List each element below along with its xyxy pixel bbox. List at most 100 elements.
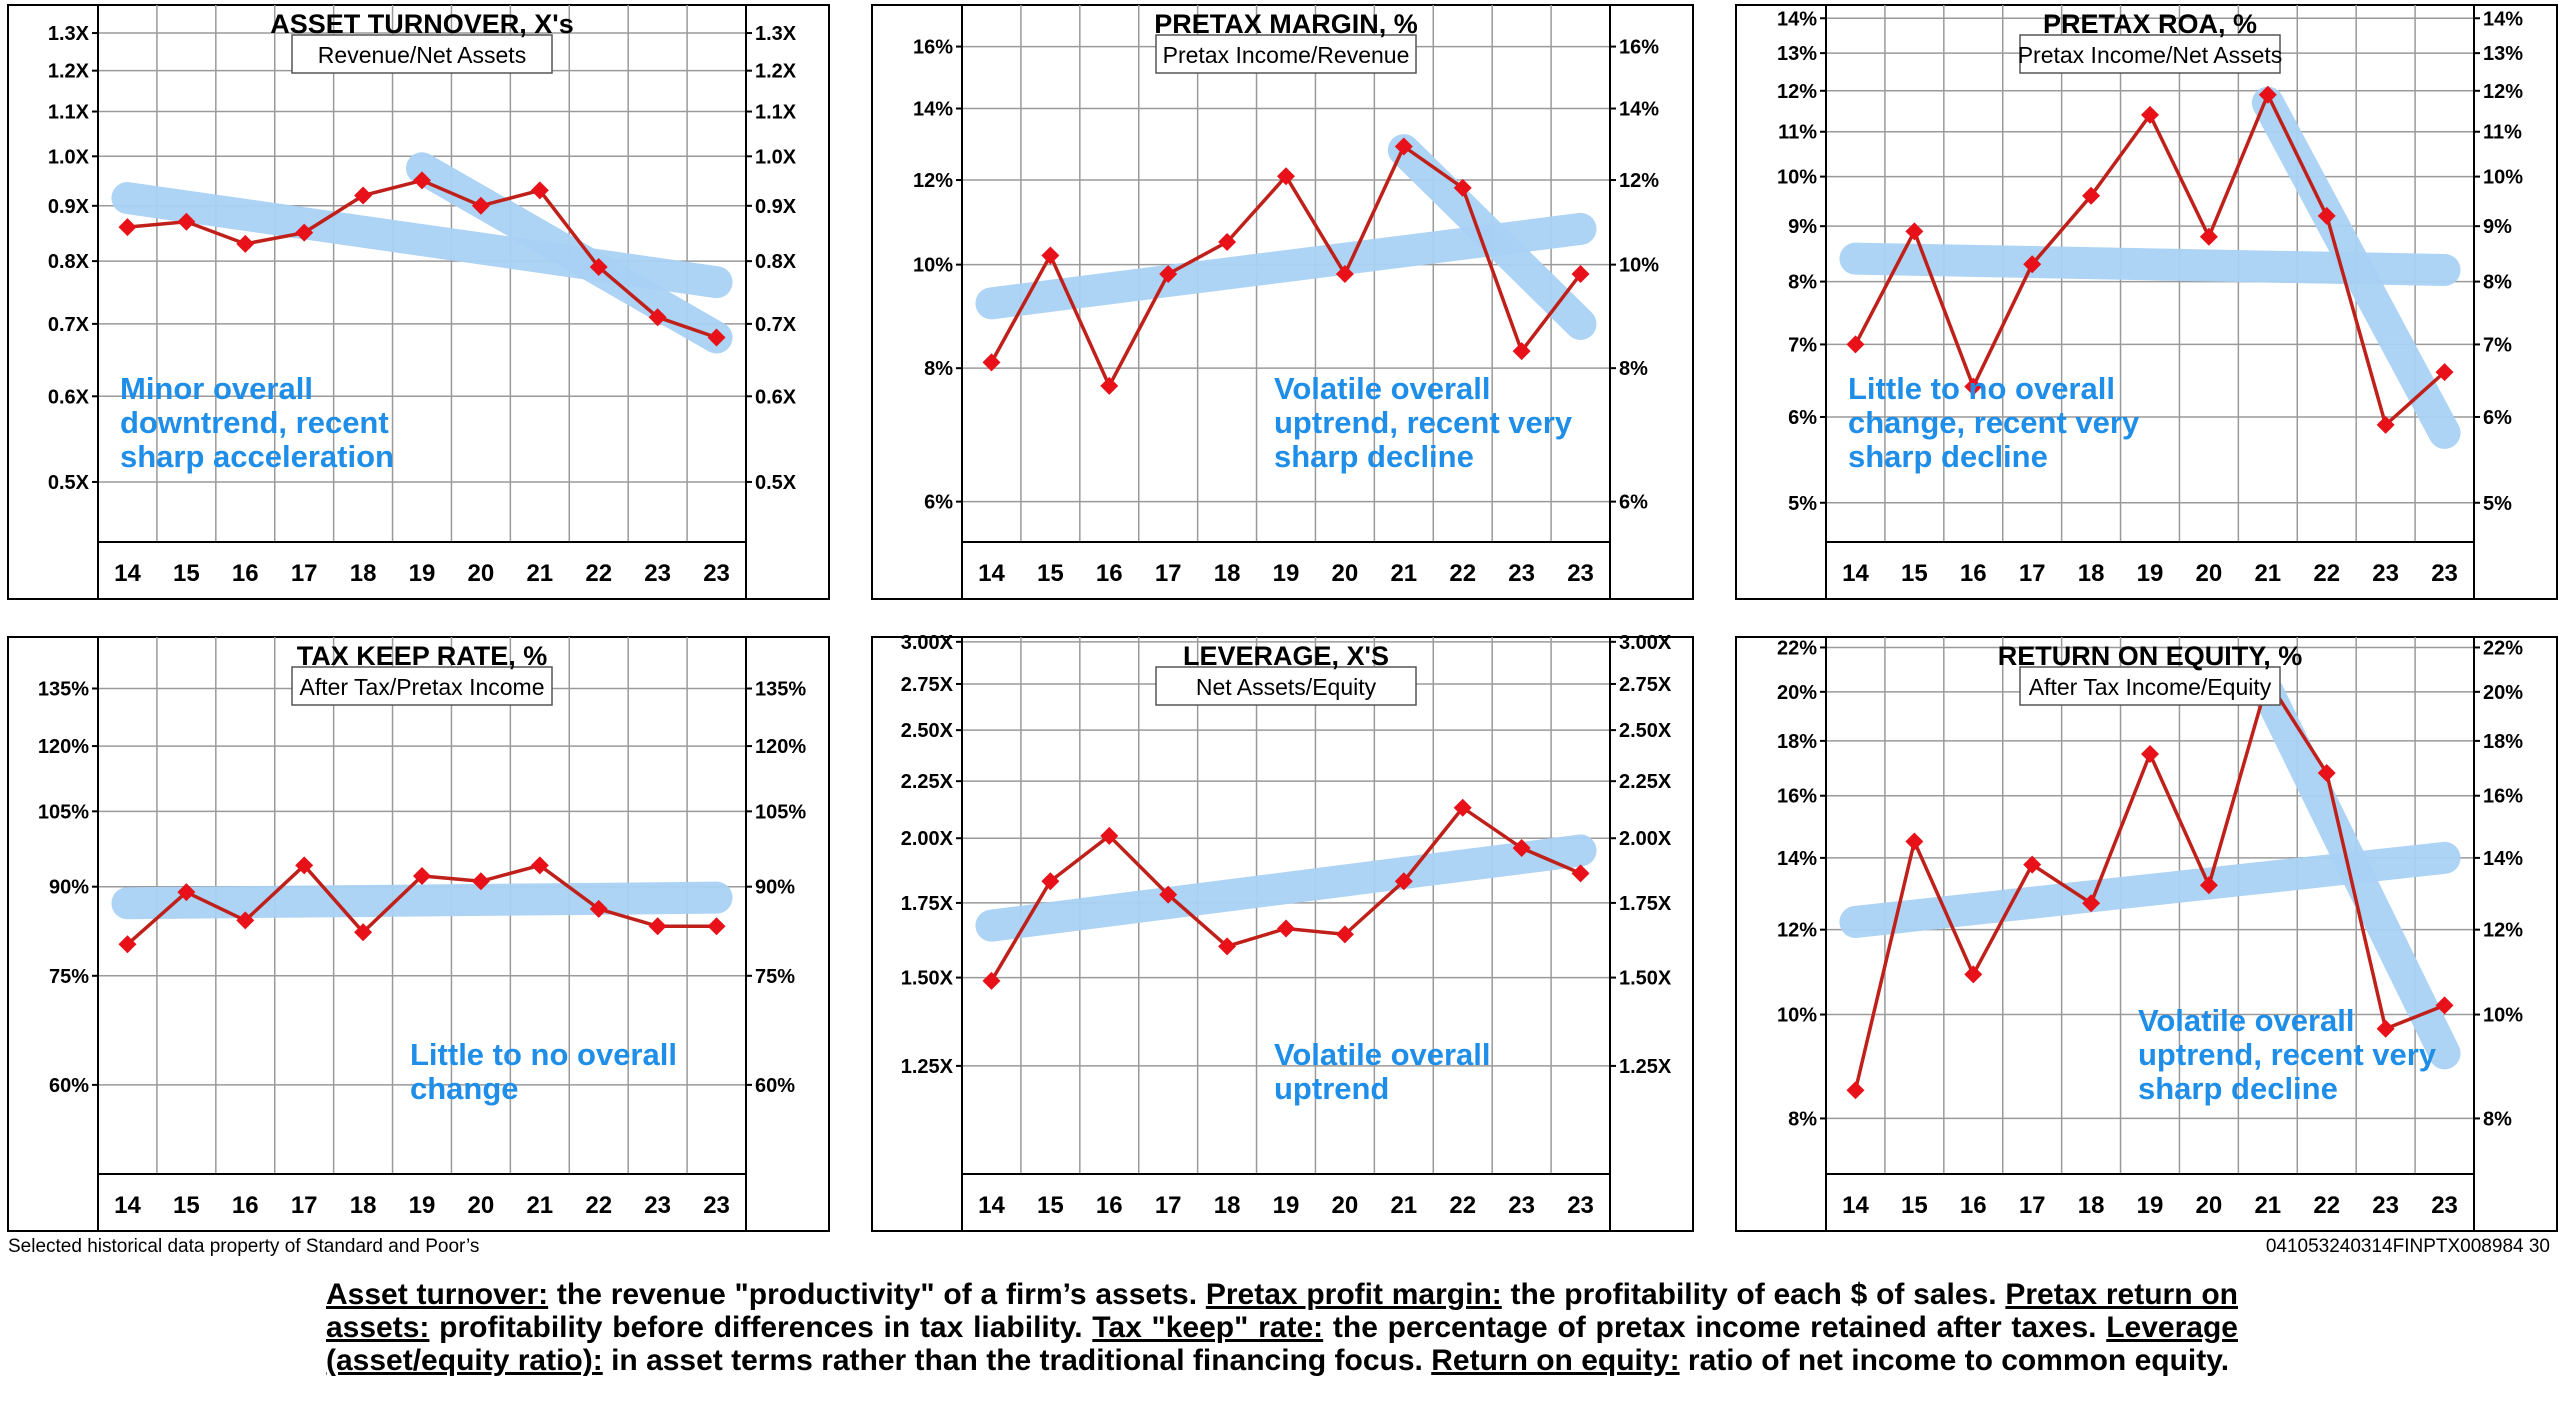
trend-note: Minor overall — [120, 371, 313, 406]
data-point-marker — [1512, 839, 1531, 858]
x-tick-label: 17 — [291, 1192, 318, 1219]
document-code: 041053240314FINPTX008984 30 — [2265, 1236, 2550, 1257]
trend-note: sharp decline — [1274, 439, 1474, 474]
x-tick-label: 23 — [1508, 1192, 1535, 1219]
data-point-marker — [236, 234, 255, 253]
x-tick-label: 20 — [468, 560, 495, 587]
y-tick-label-left: 10% — [1777, 1005, 1817, 1027]
data-point-marker — [1041, 246, 1060, 265]
y-tick-label-right: 10% — [2483, 1005, 2523, 1027]
data-point-marker — [413, 866, 431, 885]
y-tick-label-right: 14% — [2483, 848, 2523, 870]
trend-note: downtrend, recent — [120, 405, 389, 440]
data-point-marker — [1905, 832, 1924, 851]
y-tick-label-left: 2.25X — [901, 771, 954, 793]
x-tick-label: 17 — [2019, 1192, 2046, 1219]
y-tick-label-left: 8% — [924, 358, 953, 380]
data-point-marker — [1394, 872, 1413, 891]
data-point-marker — [2435, 996, 2454, 1015]
x-tick-label: 21 — [1390, 1192, 1417, 1219]
data-point-marker — [648, 917, 667, 936]
y-tick-label-left: 2.75X — [901, 674, 954, 696]
trend-band — [2251, 675, 2461, 1070]
data-point-marker — [413, 171, 431, 190]
y-tick-label-right: 5% — [2483, 493, 2512, 515]
y-tick-label-right: 2.25X — [1619, 771, 1672, 793]
x-tick-label: 23 — [703, 1192, 730, 1219]
trend-note: Volatile overall — [1274, 371, 1491, 406]
y-tick-label-right: 75% — [755, 966, 795, 988]
y-tick-label-left: 1.1X — [48, 102, 90, 124]
x-tick-label: 22 — [2313, 1192, 2340, 1219]
trend-note: sharp acceleration — [120, 439, 394, 474]
y-tick-label-right: 16% — [2483, 786, 2523, 808]
y-tick-label-right: 60% — [755, 1075, 795, 1097]
glossary-term: Return on equity: — [1431, 1344, 1680, 1377]
x-tick-label: 18 — [2078, 1192, 2105, 1219]
data-point-marker — [1905, 222, 1924, 241]
y-tick-label-left: 6% — [924, 492, 953, 514]
data-point-marker — [1571, 265, 1590, 284]
chart-title: LEVERAGE, X'S — [1183, 641, 1389, 671]
trend-band — [975, 834, 1597, 942]
y-tick-label-right: 14% — [2483, 8, 2523, 30]
x-tick-label: 23 — [1508, 560, 1535, 587]
y-tick-label-right: 1.50X — [1619, 968, 1672, 990]
glossary-term: Asset turnover: — [326, 1278, 549, 1311]
data-point-marker — [530, 181, 549, 200]
x-tick-label: 23 — [2431, 1192, 2458, 1219]
y-tick-label-left: 16% — [1777, 786, 1817, 808]
data-point-marker — [1846, 1081, 1865, 1100]
data-point-marker — [2376, 1019, 2395, 1038]
x-tick-label: 16 — [1096, 560, 1123, 587]
x-tick-label: 17 — [2019, 560, 2046, 587]
chart-frame — [1735, 4, 2558, 600]
chart-title: PRETAX MARGIN, % — [1154, 9, 1418, 39]
trend-band — [406, 152, 733, 354]
data-point-marker — [2317, 764, 2336, 783]
chart-title: RETURN ON EQUITY, % — [1998, 641, 2303, 671]
y-tick-label-right: 1.2X — [755, 61, 797, 83]
data-point-marker — [2023, 255, 2042, 274]
chart-panel: 0.5X 0.5X 0.6X 0.6X 0.7X 0.7X 0.8X 0.8X 0.9X 0.9X… — [7, 4, 830, 600]
x-tick-label: 16 — [1960, 1192, 1987, 1219]
x-tick-label: 19 — [1273, 560, 1300, 587]
y-tick-label-left: 1.2X — [48, 61, 90, 83]
data-point-marker — [1100, 826, 1119, 845]
y-tick-label-right: 3.00X — [1619, 632, 1672, 654]
chart-subtitle: Pretax Income/Net Assets — [2018, 42, 2283, 68]
y-tick-label-left: 22% — [1777, 637, 1817, 659]
trend-note: Volatile overall — [1274, 1037, 1491, 1072]
data-point-marker — [2258, 85, 2277, 104]
data-point-marker — [589, 258, 608, 277]
trend-note: Volatile overall — [2138, 1003, 2355, 1038]
x-tick-label: 23 — [703, 560, 730, 587]
y-tick-label-right: 2.75X — [1619, 674, 1672, 696]
x-tick-label: 20 — [1332, 560, 1359, 587]
chart-panel: 1.25X 1.25X 1.50X 1.50X 1.75X 1.75X 2.00X 2.00X… — [871, 632, 1694, 1232]
trend-note: uptrend, recent very — [2138, 1037, 2437, 1072]
trend-band — [1387, 134, 1597, 340]
glossary-definition: the profitability of each $ of sales. — [1501, 1278, 2006, 1311]
trend-note: Little to no overall — [410, 1037, 677, 1072]
x-tick-label: 21 — [2254, 1192, 2281, 1219]
data-point-marker — [2199, 227, 2218, 246]
data-point-marker — [1394, 137, 1413, 156]
y-tick-label-left: 60% — [49, 1075, 89, 1097]
y-tick-label-left: 75% — [49, 966, 89, 988]
x-tick-label: 16 — [232, 1192, 259, 1219]
data-point-marker — [1512, 342, 1531, 361]
y-tick-label-left: 8% — [1788, 1108, 1817, 1130]
x-tick-label: 21 — [526, 560, 553, 587]
y-tick-label-right: 90% — [755, 877, 795, 899]
y-tick-label-left: 14% — [1777, 848, 1817, 870]
y-tick-label-left: 105% — [38, 801, 89, 823]
x-tick-label: 20 — [468, 1192, 495, 1219]
x-tick-label: 15 — [1037, 560, 1064, 587]
trend-note: Little to no overall — [1848, 371, 2115, 406]
chart-panel: 6% 6% 8% 8% 10% 10% 12% 12% 14% 14% 16% 16% 14 15 16 17… — [871, 4, 1694, 600]
y-tick-label-right: 7% — [2483, 334, 2512, 356]
data-point-marker — [1218, 232, 1237, 251]
x-tick-label: 20 — [1332, 1192, 1359, 1219]
x-tick-label: 19 — [409, 560, 436, 587]
